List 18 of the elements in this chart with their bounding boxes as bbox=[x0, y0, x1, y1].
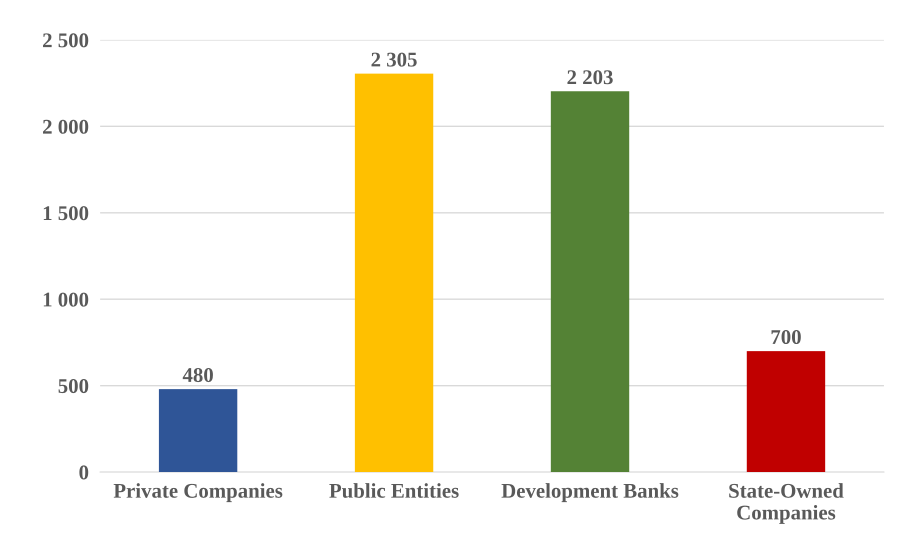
x-tick-label: Public Entities bbox=[329, 483, 459, 498]
y-tick-label: 0 bbox=[79, 465, 88, 480]
bar bbox=[354, 74, 434, 472]
data-label: 700 bbox=[772, 330, 801, 344]
y-tick-label: 1 000 bbox=[44, 292, 88, 307]
data-label: 2 203 bbox=[567, 70, 613, 84]
x-tick-label: State-Owned Companies bbox=[729, 483, 844, 524]
y-tick-label: 2 000 bbox=[43, 120, 88, 134]
bar bbox=[746, 351, 826, 472]
data-label: 480 bbox=[182, 368, 213, 382]
x-tick-label: Private Companies bbox=[114, 483, 282, 502]
y-tick-label: 2 500 bbox=[43, 33, 88, 48]
data-label: 2 305 bbox=[372, 52, 417, 67]
bar bbox=[550, 91, 630, 472]
x-tick-label: Development Banks bbox=[502, 483, 678, 502]
y-tick-label: 500 bbox=[58, 379, 88, 394]
bar bbox=[158, 389, 238, 472]
y-tick-label: 1 500 bbox=[44, 206, 88, 220]
